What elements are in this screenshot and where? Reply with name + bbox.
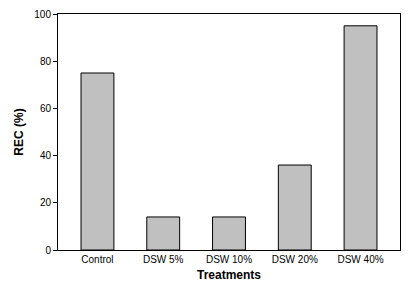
svg-text:Treatments: Treatments [197, 268, 261, 282]
svg-text:DSW 40%: DSW 40% [337, 254, 383, 265]
svg-text:40: 40 [40, 150, 52, 161]
svg-text:60: 60 [40, 103, 52, 114]
svg-text:Control: Control [81, 254, 113, 265]
svg-text:0: 0 [45, 245, 51, 256]
svg-text:20: 20 [40, 197, 52, 208]
svg-text:100: 100 [34, 9, 51, 20]
svg-text:REC (%): REC (%) [12, 108, 26, 155]
svg-text:DSW 10%: DSW 10% [206, 254, 252, 265]
svg-text:DSW 5%: DSW 5% [143, 254, 184, 265]
svg-text:DSW 20%: DSW 20% [272, 254, 318, 265]
svg-text:80: 80 [40, 56, 52, 67]
